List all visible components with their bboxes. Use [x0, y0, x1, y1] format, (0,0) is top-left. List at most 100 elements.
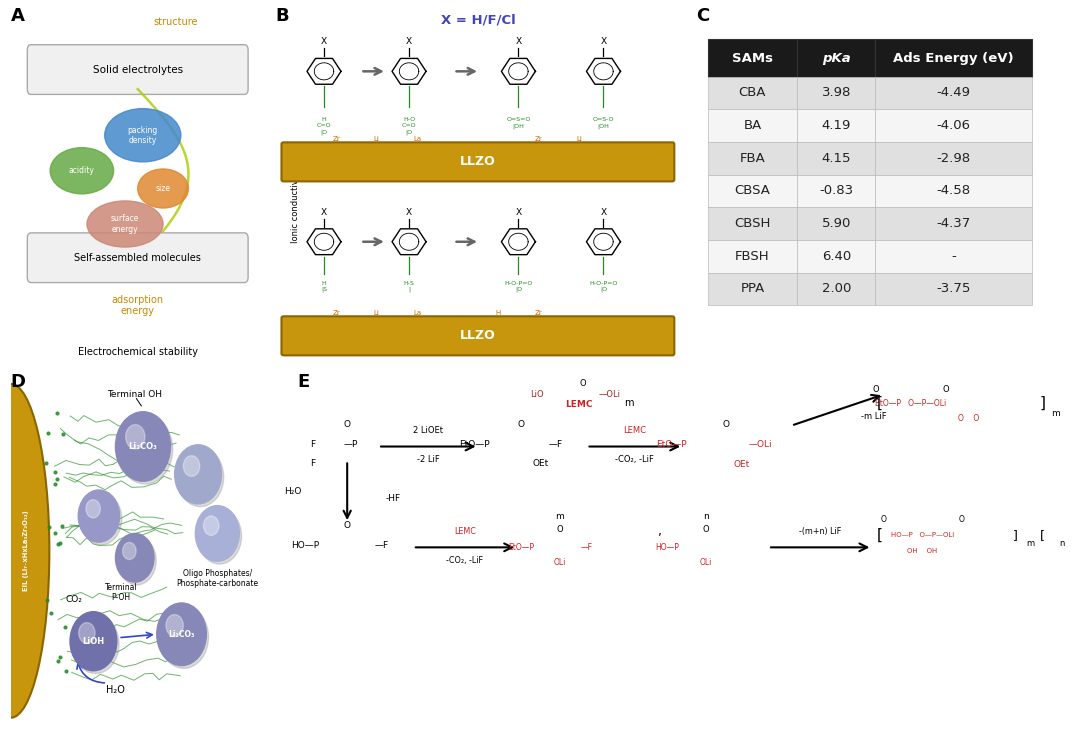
FancyBboxPatch shape [27, 233, 248, 283]
Text: O: O [343, 521, 351, 530]
Circle shape [116, 534, 154, 582]
Text: OEt: OEt [733, 460, 750, 469]
Text: Zr: Zr [333, 310, 340, 315]
Text: La: La [413, 310, 421, 315]
Text: H: H [496, 310, 501, 315]
Text: CBSH: CBSH [734, 217, 771, 230]
Text: LEMC: LEMC [454, 527, 476, 537]
Text: PPA: PPA [741, 283, 765, 296]
Ellipse shape [138, 169, 189, 208]
Text: LLZO: LLZO [460, 329, 496, 343]
Text: LiO: LiO [530, 390, 544, 399]
Text: 2.00: 2.00 [822, 283, 851, 296]
Circle shape [118, 414, 173, 484]
Text: H-O-P=O
|O: H-O-P=O |O [504, 281, 532, 292]
Text: ,: , [658, 525, 662, 538]
Text: ]: ] [1039, 396, 1045, 411]
Circle shape [86, 500, 100, 518]
Text: LiOH: LiOH [82, 637, 105, 646]
Text: m: m [624, 398, 634, 408]
Text: adsorption
energy: adsorption energy [111, 295, 164, 316]
Text: LEMC: LEMC [565, 400, 593, 409]
Text: O: O [703, 526, 710, 534]
FancyBboxPatch shape [27, 45, 248, 94]
Text: —OLi: —OLi [748, 440, 772, 449]
Circle shape [123, 542, 136, 559]
Bar [707, 175, 797, 207]
Text: -2.98: -2.98 [936, 152, 971, 165]
Text: acidity: acidity [69, 166, 95, 175]
Text: Terminal OH: Terminal OH [107, 390, 162, 399]
Text: OLi: OLi [700, 559, 713, 567]
Text: 6.40: 6.40 [822, 250, 851, 263]
Text: 4.19: 4.19 [822, 119, 851, 132]
Text: F: F [310, 460, 315, 468]
Text: O: O [881, 515, 887, 524]
Text: O: O [958, 515, 964, 524]
Text: —OLi: —OLi [598, 390, 620, 399]
Text: m: m [1051, 409, 1059, 418]
Text: Li: Li [577, 135, 582, 141]
Text: D: D [11, 373, 26, 392]
Text: -4.58: -4.58 [936, 184, 971, 198]
Text: X: X [321, 208, 327, 217]
Text: -CO₂, -LiF: -CO₂, -LiF [616, 455, 654, 464]
Circle shape [159, 606, 208, 668]
Text: Zr: Zr [535, 135, 542, 141]
Text: -4.37: -4.37 [936, 217, 971, 230]
Text: 4.15: 4.15 [822, 152, 851, 165]
Bar [707, 272, 797, 305]
Text: O=S=O
|OH: O=S=O |OH [507, 117, 530, 129]
Bar [876, 207, 1032, 240]
Circle shape [203, 516, 219, 535]
Text: FBA: FBA [740, 152, 766, 165]
Text: Self-assembled molecules: Self-assembled molecules [75, 253, 201, 263]
Text: -3.75: -3.75 [936, 283, 971, 296]
Text: CBSA: CBSA [734, 184, 770, 198]
Circle shape [184, 456, 200, 477]
Text: X: X [406, 37, 413, 47]
Text: m: m [1026, 539, 1035, 548]
Text: A: A [11, 7, 25, 26]
Text: Terminal
P-OH: Terminal P-OH [105, 583, 137, 602]
Text: La: La [413, 135, 421, 141]
Text: F: F [310, 440, 315, 449]
Bar [797, 109, 876, 142]
Bar [797, 240, 876, 272]
Text: EtO—P: EtO—P [459, 440, 490, 449]
Bar [707, 240, 797, 272]
Bar [876, 109, 1032, 142]
Text: EtO—P: EtO—P [508, 543, 534, 552]
Text: structure: structure [153, 17, 198, 26]
Bar [797, 77, 876, 109]
Text: OH    OH: OH OH [907, 548, 937, 554]
FancyBboxPatch shape [282, 142, 674, 182]
Ellipse shape [105, 108, 180, 162]
Bar [876, 272, 1032, 305]
Text: OEt: OEt [532, 460, 549, 468]
Text: H₂O: H₂O [284, 488, 301, 496]
Bar [707, 77, 797, 109]
Text: H
|S: H |S [321, 281, 327, 292]
Circle shape [81, 493, 122, 545]
Text: HO—P: HO—P [291, 541, 319, 550]
Bar [797, 175, 876, 207]
Circle shape [175, 445, 221, 504]
Circle shape [78, 490, 120, 542]
Text: CBA: CBA [739, 86, 766, 100]
Bar [797, 272, 876, 305]
Bar [707, 142, 797, 175]
Text: O: O [517, 420, 525, 430]
Text: -2 LiF: -2 LiF [417, 455, 440, 464]
Ellipse shape [0, 384, 50, 717]
Text: [: [ [1040, 529, 1044, 542]
Text: O: O [343, 420, 351, 430]
Ellipse shape [50, 148, 113, 194]
Bar [876, 175, 1032, 207]
Bar [797, 142, 876, 175]
Text: 5.90: 5.90 [822, 217, 851, 230]
Text: H₂O: H₂O [106, 685, 125, 695]
Text: HO—P   O—P—OLi: HO—P O—P—OLi [891, 532, 954, 538]
Text: Zr: Zr [333, 135, 340, 141]
Circle shape [116, 411, 171, 482]
